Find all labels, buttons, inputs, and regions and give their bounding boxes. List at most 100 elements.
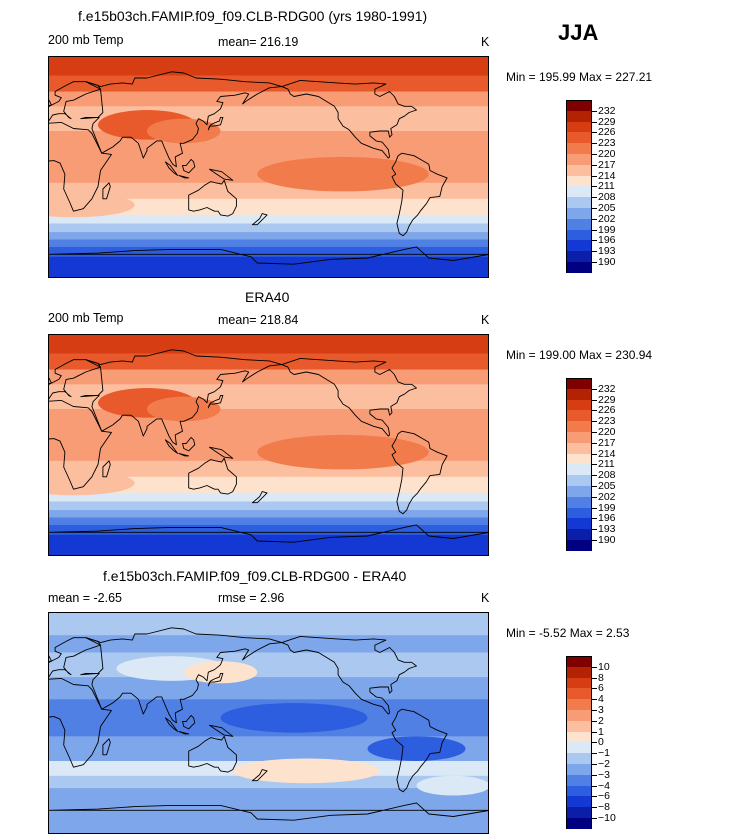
colorbar-label: 229	[598, 115, 616, 128]
colorbar-tick	[592, 677, 597, 679]
panel1-mean: mean= 216.19	[218, 35, 299, 49]
colorbar-label: 8	[598, 671, 604, 684]
panel2-map	[48, 334, 489, 556]
colorbar-label: 214	[598, 169, 616, 182]
panel2-units: K	[481, 313, 490, 327]
colorbar-tick	[592, 164, 597, 166]
colorbar-swatch	[566, 475, 592, 486]
colorbar-swatch	[566, 753, 592, 764]
colorbar-tick	[592, 764, 597, 765]
colorbar-swatch	[566, 388, 592, 400]
colorbar-swatch	[566, 518, 592, 530]
panel2-title: ERA40	[245, 289, 290, 305]
colorbar-swatch	[566, 656, 592, 667]
colorbar-label: 10	[598, 660, 610, 673]
colorbar-swatch	[566, 677, 592, 689]
colorbar-label: 0	[598, 736, 604, 749]
colorbar-swatch	[566, 197, 592, 208]
panel1-map	[48, 56, 489, 278]
colorbar-label: 223	[598, 415, 616, 428]
colorbar-swatch	[566, 421, 592, 432]
panel2-variable: 200 mb Temp	[48, 311, 124, 325]
colorbar-tick	[592, 688, 597, 690]
colorbar-tick	[592, 197, 597, 199]
panel3-map	[48, 612, 489, 834]
colorbar-tick	[592, 518, 597, 520]
colorbar-label: 217	[598, 158, 616, 171]
panel2-mean: mean= 218.84	[218, 313, 299, 327]
colorbar-tick	[592, 507, 597, 509]
colorbar-swatch	[566, 186, 592, 198]
colorbar-swatch	[566, 218, 592, 230]
colorbar-tick	[592, 666, 597, 668]
colorbar-tick	[592, 807, 597, 809]
colorbar-label: 229	[598, 393, 616, 406]
panel3-units: K	[481, 591, 490, 605]
colorbar-tick	[592, 540, 597, 541]
colorbar-swatch	[566, 720, 592, 732]
colorbar-label: −4	[598, 779, 610, 792]
colorbar-swatch	[566, 807, 592, 818]
colorbar-label: −8	[598, 801, 610, 814]
colorbar-label: 226	[598, 126, 616, 139]
colorbar-swatch	[566, 410, 592, 422]
colorbar-tick	[592, 453, 597, 455]
colorbar-label: 202	[598, 490, 616, 503]
colorbar-swatch	[566, 121, 592, 133]
colorbar-label: −1	[598, 747, 610, 760]
colorbar-swatch	[566, 442, 592, 454]
colorbar-label: 2	[598, 714, 604, 727]
colorbar-label: −10	[598, 812, 616, 824]
colorbar-tick	[592, 796, 597, 798]
colorbar-tick	[592, 110, 597, 112]
panel1-title: f.e15b03ch.FAMIP.f09_f09.CLB-RDG00 (yrs …	[78, 8, 428, 24]
panel1-minmax: Min = 195.99 Max = 227.21	[506, 70, 653, 84]
colorbar-label: 4	[598, 693, 604, 706]
colorbar-tick	[592, 132, 597, 134]
colorbar-tick	[592, 475, 597, 477]
colorbar-label: 199	[598, 501, 616, 514]
colorbar-swatch	[566, 731, 592, 743]
colorbar-tick	[592, 421, 597, 423]
colorbar-label: 202	[598, 212, 616, 225]
colorbar-swatch	[566, 240, 592, 252]
colorbar-label: −3	[598, 768, 610, 781]
panel2-colorbar: 232 229 226 223 220 217 214 211 208 205 202 199 196 1…	[566, 378, 616, 551]
colorbar-swatch	[566, 153, 592, 165]
colorbar-label: 211	[598, 180, 615, 193]
colorbar-tick	[592, 208, 597, 209]
colorbar-tick	[592, 486, 597, 487]
colorbar-label: 208	[598, 191, 616, 204]
colorbar-tick	[592, 175, 597, 177]
colorbar-tick	[592, 240, 597, 242]
season-label: JJA	[558, 20, 599, 45]
colorbar-label: 1	[598, 725, 604, 738]
colorbar-swatch	[566, 774, 592, 786]
colorbar-tick	[592, 731, 597, 733]
colorbar-label: 211	[598, 458, 615, 471]
colorbar-tick	[592, 121, 597, 123]
colorbar-tick	[592, 251, 597, 253]
colorbar-tick	[592, 218, 597, 220]
colorbar-swatch	[566, 699, 592, 710]
colorbar-label: 196	[598, 234, 616, 247]
panel1-colorbar: 232 229 226 223 220 217 214 211 208 205 202 199 196 1…	[566, 100, 616, 273]
colorbar-label: 214	[598, 447, 616, 460]
colorbar-label: 208	[598, 469, 616, 482]
colorbar-tick	[592, 774, 597, 776]
colorbar-label: 199	[598, 223, 616, 236]
colorbar-tick	[592, 753, 597, 755]
panel3-mean: mean = -2.65	[48, 591, 123, 605]
colorbar-swatch	[566, 175, 592, 187]
colorbar-swatch	[566, 688, 592, 700]
colorbar-swatch	[566, 496, 592, 508]
colorbar-swatch	[566, 378, 592, 389]
colorbar-tick	[592, 529, 597, 531]
colorbar-tick	[592, 442, 597, 444]
colorbar-label: 232	[598, 382, 616, 395]
panel3-title: f.e15b03ch.FAMIP.f09_f09.CLB-RDG00 - ERA…	[103, 568, 407, 584]
colorbar-label: 220	[598, 148, 616, 160]
colorbar-tick	[592, 229, 597, 231]
colorbar-swatch	[566, 110, 592, 122]
colorbar-swatch	[566, 100, 592, 111]
